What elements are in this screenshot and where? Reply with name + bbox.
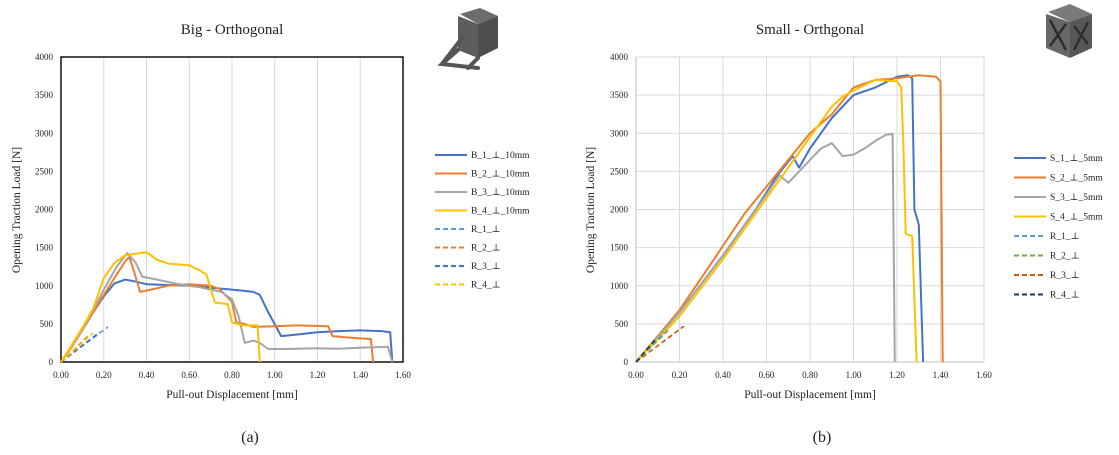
x-tick-label: 1.00 bbox=[846, 370, 862, 380]
legend-label: R_3_⊥ bbox=[471, 262, 501, 272]
legend: S_1_⊥_5mm S_2_⊥_5mm S_3_⊥_5mm S_4_⊥_5mm R_1_… bbox=[1014, 154, 1103, 301]
y-axis-label: Opening Traction Load [N] bbox=[585, 147, 597, 273]
x-tick-label: 1.20 bbox=[310, 370, 326, 380]
y-tick-label: 1500 bbox=[610, 243, 629, 253]
legend-label: R_4_⊥ bbox=[1050, 291, 1080, 301]
x-tick-label: 1.20 bbox=[889, 370, 905, 380]
legend-label: R_3_⊥ bbox=[1050, 271, 1080, 281]
y-tick-label: 500 bbox=[40, 319, 54, 329]
y-tick-label: 3000 bbox=[35, 128, 54, 138]
y-tick-label: 3000 bbox=[610, 128, 629, 138]
y-tick-label: 2500 bbox=[35, 166, 54, 176]
legend-label: B_1_⊥_10mm bbox=[471, 151, 530, 161]
series-line bbox=[60, 251, 261, 363]
y-tick-label: 3500 bbox=[610, 90, 629, 100]
series-line bbox=[60, 332, 94, 363]
x-tick-label: 0.60 bbox=[759, 370, 775, 380]
x-axis-label: Pull-out Displacement [mm] bbox=[166, 389, 298, 401]
legend-label: B_3_⊥_10mm bbox=[471, 188, 530, 198]
x-tick-label: 1.60 bbox=[395, 370, 411, 380]
x-tick-label: 0.40 bbox=[715, 370, 731, 380]
legend-label: R_2_⊥ bbox=[1050, 252, 1080, 262]
x-tick-label: 0.40 bbox=[139, 370, 155, 380]
legend-label: S_3_⊥_5mm bbox=[1050, 193, 1103, 203]
legend-label: R_1_⊥ bbox=[1050, 232, 1080, 242]
legend-label: B_2_⊥_10mm bbox=[471, 170, 530, 180]
series-line bbox=[635, 338, 657, 363]
legend-label: S_4_⊥_5mm bbox=[1050, 213, 1103, 223]
x-tick-label: 1.60 bbox=[976, 370, 992, 380]
x-tick-label: 1.40 bbox=[933, 370, 949, 380]
y-tick-label: 1000 bbox=[610, 281, 629, 291]
y-tick-label: 2000 bbox=[610, 205, 629, 215]
legend-label: R_1_⊥ bbox=[471, 225, 501, 235]
chart-title: Small - Orthgonal bbox=[756, 22, 864, 38]
legend-label: B_4_⊥_10mm bbox=[471, 207, 530, 217]
x-tick-label: 0.80 bbox=[802, 370, 818, 380]
x-tick-label: 0.00 bbox=[628, 370, 644, 380]
specimen-thumbnail-icon bbox=[1046, 4, 1092, 58]
plot-frame bbox=[60, 56, 404, 363]
plot-area: 0.00 0.20 0.40 0.60 0.80 1.00 1.20 1.40 1.60 0 500… bbox=[610, 52, 992, 380]
plot-area: 0.00 0.20 0.40 0.60 0.80 1.00 1.20 1.40 1.60 0 500… bbox=[35, 52, 411, 380]
legend-label: R_4_⊥ bbox=[471, 281, 501, 291]
specimen-thumbnail-icon bbox=[437, 8, 498, 70]
y-tick-label: 2000 bbox=[35, 205, 54, 215]
legend-label: R_2_⊥ bbox=[471, 244, 501, 254]
chart-title: Big - Orthogonal bbox=[181, 22, 284, 38]
y-tick-label: 500 bbox=[615, 319, 629, 329]
y-tick-label: 3500 bbox=[35, 90, 54, 100]
y-tick-label: 0 bbox=[624, 357, 629, 367]
legend-label: S_2_⊥_5mm bbox=[1050, 174, 1103, 184]
y-tick-label: 0 bbox=[49, 357, 54, 367]
series-line bbox=[635, 325, 685, 363]
x-tick-label: 0.80 bbox=[224, 370, 240, 380]
series-line bbox=[635, 78, 918, 363]
chart-small-orthogonal: Small - Orthgonal Opening Traction Load … bbox=[585, 4, 1103, 401]
y-tick-label: 4000 bbox=[610, 52, 629, 62]
series-line bbox=[60, 278, 394, 363]
chart-big-orthogonal: Big - Orthogonal Opening Traction Load [… bbox=[11, 8, 530, 401]
x-tick-label: 1.00 bbox=[267, 370, 283, 380]
series-line bbox=[635, 74, 944, 363]
x-axis-label: Pull-out Displacement [mm] bbox=[744, 389, 876, 401]
legend: B_1_⊥_10mm B_2_⊥_10mm B_3_⊥_10mm B_4_⊥_10mm… bbox=[435, 151, 530, 291]
y-axis-label: Opening Traction Load [N] bbox=[11, 147, 23, 273]
y-tick-label: 4000 bbox=[35, 52, 54, 62]
series-line bbox=[635, 133, 896, 363]
x-tick-label: 0.20 bbox=[96, 370, 112, 380]
y-tick-label: 1000 bbox=[35, 281, 54, 291]
x-tick-label: 0.20 bbox=[672, 370, 688, 380]
series-line bbox=[60, 331, 100, 363]
x-tick-label: 0.60 bbox=[181, 370, 197, 380]
legend-label: S_1_⊥_5mm bbox=[1050, 154, 1103, 164]
caption-b: (b) bbox=[813, 429, 832, 446]
x-tick-label: 0.00 bbox=[53, 370, 69, 380]
series-line bbox=[60, 252, 394, 363]
x-tick-label: 1.40 bbox=[352, 370, 368, 380]
caption-a: (a) bbox=[241, 429, 259, 446]
y-tick-label: 2500 bbox=[610, 166, 629, 176]
y-tick-label: 1500 bbox=[35, 243, 54, 253]
